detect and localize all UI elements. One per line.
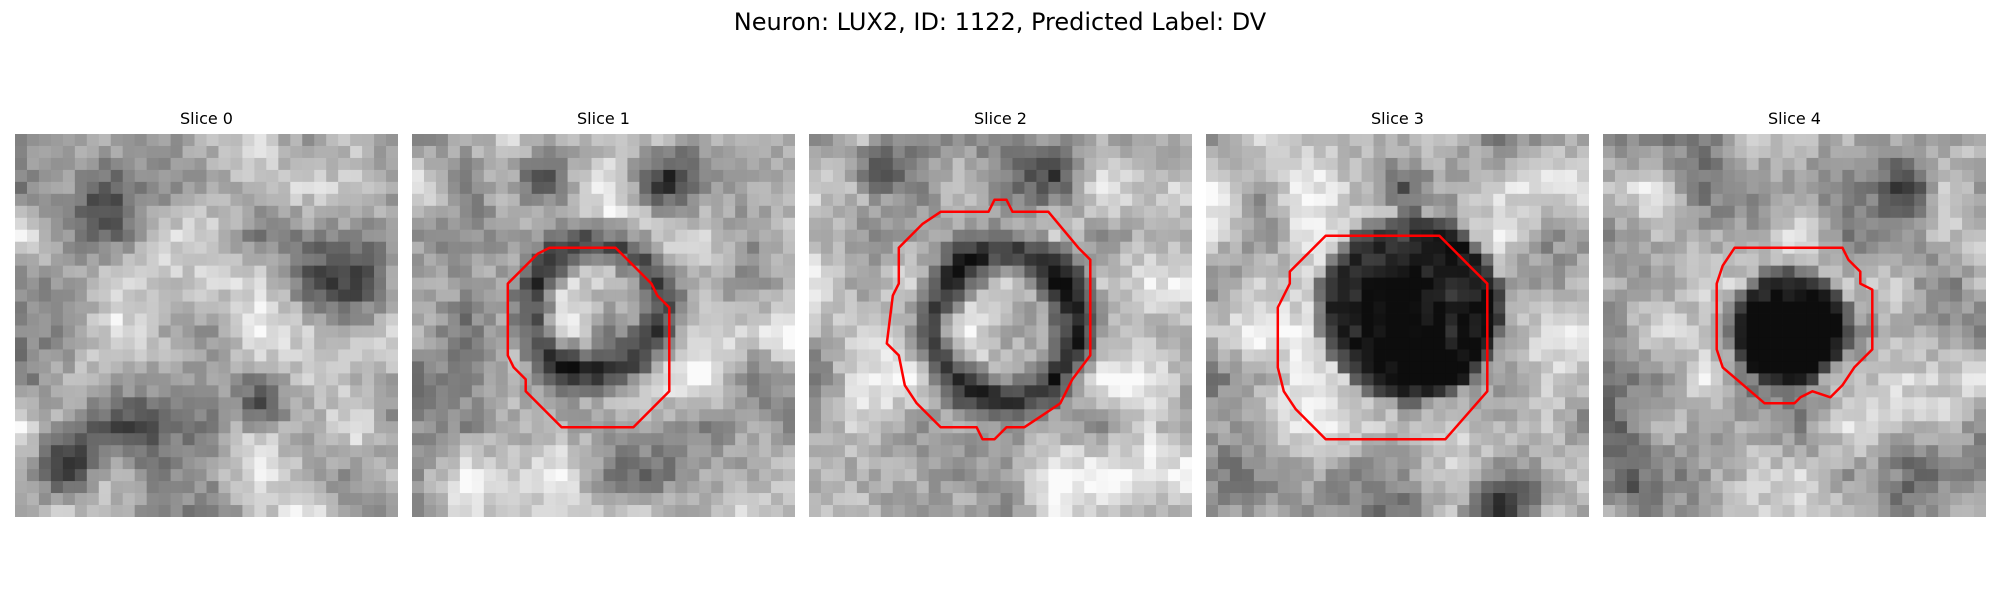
slice-image	[15, 134, 398, 517]
panel-slice-3: Slice 3	[1206, 108, 1589, 520]
slice-image	[412, 134, 795, 517]
figure-title: Neuron: LUX2, ID: 1122, Predicted Label:…	[733, 8, 1267, 36]
slice-image	[1603, 134, 1986, 517]
cell-contour	[1276, 234, 1489, 441]
slice-image	[809, 134, 1192, 517]
slice-image	[1206, 134, 1589, 517]
panel-slice-1: Slice 1	[412, 108, 795, 520]
panel-title: Slice 0	[180, 109, 233, 128]
panel-title: Slice 3	[1371, 109, 1424, 128]
panel-slice-4: Slice 4	[1603, 108, 1986, 520]
cell-contour	[885, 198, 1092, 441]
cell-contour	[506, 246, 671, 429]
panel-slice-2: Slice 2	[809, 108, 1192, 520]
panel-slice-0: Slice 0	[15, 108, 398, 520]
panel-title: Slice 1	[577, 109, 630, 128]
cell-contour	[1715, 246, 1874, 405]
panel-title: Slice 4	[1768, 109, 1821, 128]
panel-title: Slice 2	[974, 109, 1027, 128]
